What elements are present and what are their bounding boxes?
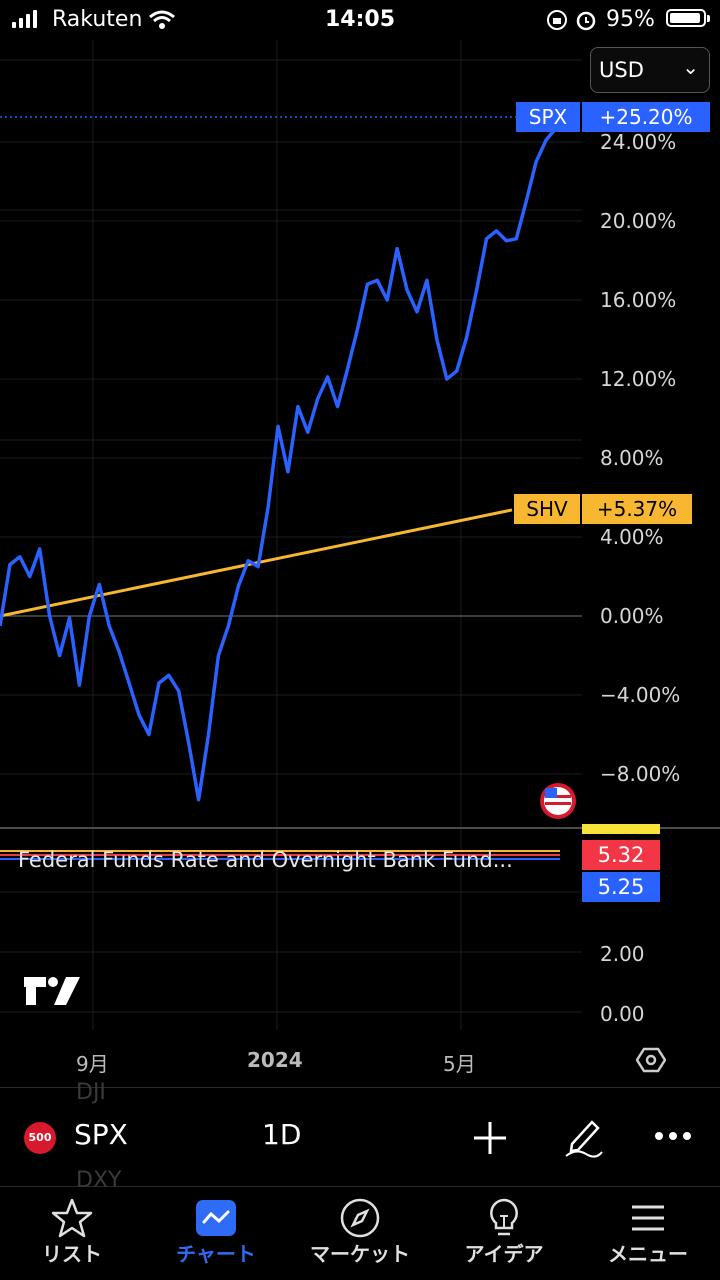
lightbulb-icon: [490, 1198, 518, 1236]
lower-y-label: 2.00: [600, 942, 645, 966]
star-icon: [51, 1198, 93, 1238]
chart-icon: [196, 1200, 236, 1236]
chart-settings-icon[interactable]: [636, 1045, 666, 1075]
symbol-scroll-next: DXY: [76, 1168, 122, 1193]
shv-series-tag: SHV: [514, 494, 580, 524]
y-axis-label: 20.00%: [600, 209, 677, 233]
nav-markets[interactable]: マーケット: [288, 1188, 432, 1280]
x-label: 5月: [443, 1052, 476, 1076]
symbol-scroll-prev: DJI: [76, 1080, 106, 1105]
battery-icon: [666, 9, 710, 27]
spx-line: [0, 127, 558, 802]
clock: 14:05: [324, 7, 396, 32]
fed-funds-lines: [0, 850, 560, 860]
signal-icon: [12, 8, 37, 28]
y-axis-label: 8.00%: [600, 446, 664, 470]
nav-list[interactable]: リスト: [0, 1188, 144, 1280]
nav-label: メニュー: [608, 1242, 688, 1266]
indicator-title[interactable]: Federal Funds Rate and Overnight Bank Fu…: [18, 848, 513, 872]
price-chart[interactable]: [0, 40, 720, 1085]
spx-series: [0, 127, 558, 802]
y-axis-label: −4.00%: [600, 683, 681, 707]
us-flag-icon: [540, 783, 576, 819]
symbol-button[interactable]: SPX: [74, 1118, 128, 1151]
symbol-logo: 500: [24, 1122, 56, 1154]
wifi-icon: [149, 10, 175, 29]
fed-value-red: 5.32: [582, 840, 660, 870]
nav-menu[interactable]: メニュー: [576, 1188, 720, 1280]
tradingview-logo[interactable]: [22, 974, 84, 1008]
add-icon[interactable]: [472, 1120, 508, 1156]
status-bar: Rakuten 14:05 95%: [0, 0, 720, 40]
x-label: 2024: [247, 1048, 303, 1072]
interval-button[interactable]: 1D: [262, 1118, 302, 1151]
x-label: 9月: [76, 1052, 109, 1076]
fed-value-blue: 5.25: [582, 872, 660, 902]
y-axis-label: 0.00%: [600, 604, 664, 628]
alarm-icon: [576, 11, 596, 31]
nav-label: リスト: [42, 1242, 102, 1266]
currency-select[interactable]: USD ⌄: [590, 47, 710, 93]
chart-grid: [0, 40, 582, 1030]
lower-y-label: 0.00: [600, 1002, 645, 1026]
drawing-pen-icon[interactable]: [562, 1114, 606, 1158]
y-axis-label: −8.00%: [600, 762, 681, 786]
y-axis-label: 12.00%: [600, 367, 677, 391]
fed-badge-yellow: [582, 824, 660, 834]
nav-chart[interactable]: チャート: [144, 1188, 288, 1280]
symbol-toolbar: DJI DXY: [0, 1080, 720, 1193]
bottom-nav: リスト チャート マーケット アイデア メニュー: [0, 1188, 720, 1280]
spx-series-tag: SPX: [516, 102, 580, 132]
nav-label: チャート: [176, 1242, 256, 1266]
compass-icon: [340, 1198, 380, 1238]
shv-line: [0, 508, 513, 618]
spx-value-badge: +25.20%: [582, 102, 710, 132]
nav-label: アイデア: [464, 1242, 544, 1266]
chevron-down-icon: ⌄: [682, 55, 699, 79]
shv-series: [0, 508, 513, 618]
rotation-lock-icon: [547, 10, 567, 30]
more-icon[interactable]: [654, 1130, 692, 1142]
nav-label: マーケット: [310, 1242, 410, 1266]
battery-percent: 95%: [606, 7, 655, 32]
y-axis-label: 4.00%: [600, 525, 664, 549]
nav-ideas[interactable]: アイデア: [432, 1188, 576, 1280]
menu-icon: [632, 1205, 664, 1231]
shv-value-badge: +5.37%: [582, 494, 692, 524]
y-axis-label: 24.00%: [600, 130, 677, 154]
y-axis-label: 16.00%: [600, 288, 677, 312]
currency-value: USD: [599, 58, 644, 82]
carrier-name: Rakuten: [52, 7, 143, 32]
